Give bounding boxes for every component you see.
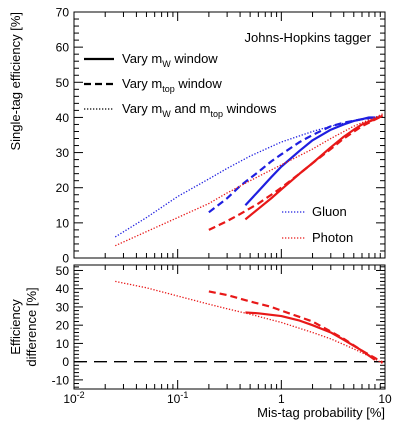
y-tick-label: 0 (62, 252, 69, 266)
legend-label-photon: Photon (312, 230, 353, 245)
top-series-photon-dashed (208, 114, 384, 231)
y-tick-label: 40 (56, 111, 70, 125)
y-tick-label: -10 (52, 373, 70, 387)
x-tick-label: 10-1 (167, 390, 188, 406)
top-y-axis: 0 10 20 30 40 50 60 70 (56, 6, 385, 266)
legend-label-vary-mw: Vary mW window (122, 51, 218, 69)
bottom-series-group (115, 280, 384, 365)
color-legend: Gluon Photon (282, 204, 353, 245)
legend-item-vary-mtop: Vary mtop window (84, 76, 222, 94)
top-series-photon-dotted (114, 113, 383, 247)
x-tick-label: 10-2 (63, 390, 84, 406)
legend-label-vary-mtop: Vary mtop window (122, 76, 222, 94)
top-series-group (114, 113, 384, 247)
top-series-gluon-dashed (208, 116, 376, 214)
y-tick-label: 20 (56, 181, 70, 195)
bottom-y-axis-label-line1: Efficiency (8, 299, 23, 355)
style-legend: Vary mW window Vary mtop window Vary mW … (84, 51, 277, 119)
y-tick-label: 30 (56, 146, 70, 160)
top-series-gluon-dotted (114, 115, 383, 238)
y-tick-label: 10 (56, 216, 70, 230)
y-tick-label: 10 (56, 337, 70, 351)
legend-label-gluon: Gluon (312, 204, 347, 219)
top-y-axis-label: Single-tag efficiency [%] (8, 12, 23, 151)
bottom-plot-frame (73, 264, 386, 390)
legend-item-vary-mw: Vary mW window (84, 51, 218, 69)
top-panel: 0 10 20 30 40 50 60 70 Johns-Hopkins tagger Sin… (8, 6, 386, 266)
legend-item-vary-both: Vary mW and mtop windows (84, 101, 277, 119)
legend-item-gluon: Gluon (282, 204, 347, 219)
x-axis-label: Mis-tag probability [%] (257, 405, 385, 420)
top-x-axis-ticks (73, 12, 386, 258)
x-tick-label: 10 (378, 392, 392, 406)
y-tick-label: 20 (56, 319, 70, 333)
bottom-y-axis: -10 0 10 20 30 40 50 (52, 264, 385, 388)
y-tick-label: 30 (56, 300, 70, 314)
legend-item-photon: Photon (282, 230, 353, 245)
top-plot-frame (73, 11, 386, 259)
bottom-y-axis-label-line2: difference [%] (24, 287, 39, 366)
y-tick-label: 0 (62, 355, 69, 369)
bottom-panel: -10 0 10 20 30 40 50 10-2 10-1 1 10 Efficiency di… (8, 264, 392, 420)
legend-label-vary-both: Vary mW and mtop windows (122, 101, 277, 119)
y-tick-label: 40 (56, 282, 70, 296)
bottom-series-dashed (208, 290, 384, 364)
y-tick-label: 50 (56, 76, 70, 90)
bottom-series-dotted (115, 280, 384, 365)
y-tick-label: 60 (56, 41, 70, 55)
x-tick-label: 1 (278, 392, 285, 406)
bottom-x-axis: 10-2 10-1 1 10 (63, 265, 392, 406)
y-tick-label: 50 (56, 264, 70, 278)
tagger-annotation: Johns-Hopkins tagger (245, 30, 372, 45)
y-tick-label: 70 (56, 6, 70, 20)
